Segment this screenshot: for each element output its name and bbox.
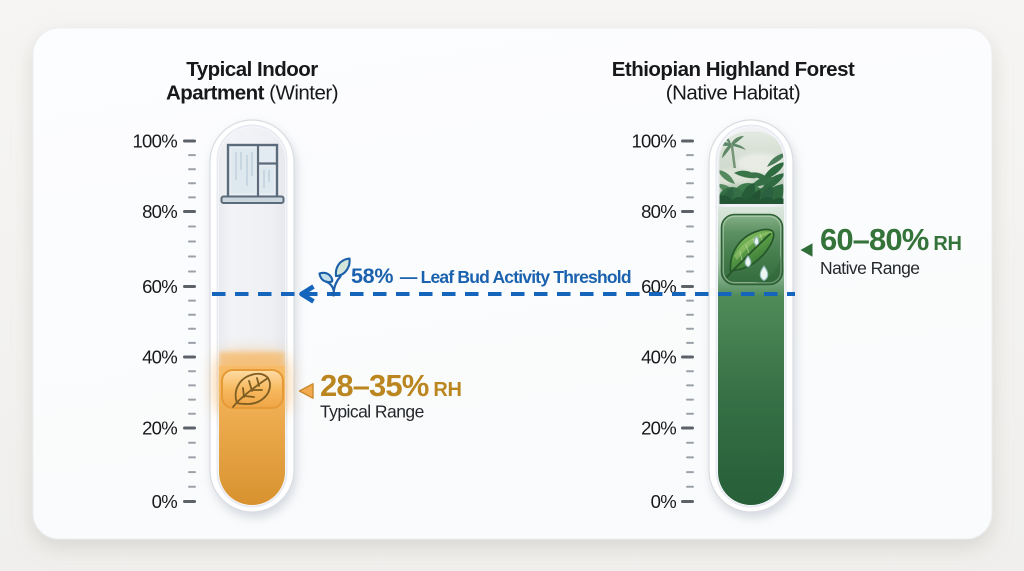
svg-text:0%: 0%	[152, 491, 178, 512]
svg-text:Ethiopian Highland Forest: Ethiopian Highland Forest	[612, 58, 855, 81]
svg-text:100%: 100%	[132, 131, 177, 152]
svg-text:58% — Leaf Bud Activity Thresh: 58% — Leaf Bud Activity Threshold	[351, 264, 631, 288]
svg-text:20%: 20%	[641, 418, 676, 439]
svg-text:80%: 80%	[641, 201, 676, 222]
svg-text:Typical Indoor: Typical Indoor	[186, 58, 318, 81]
svg-text:60%: 60%	[641, 276, 676, 297]
svg-text:40%: 40%	[142, 347, 177, 368]
svg-text:40%: 40%	[641, 347, 676, 368]
svg-text:100%: 100%	[631, 131, 676, 152]
svg-text:0%: 0%	[651, 491, 677, 512]
svg-text:(Native Habitat): (Native Habitat)	[666, 82, 800, 105]
svg-text:60%: 60%	[142, 276, 177, 297]
svg-text:20%: 20%	[142, 418, 177, 439]
svg-text:Apartment (Winter): Apartment (Winter)	[166, 82, 338, 105]
svg-text:80%: 80%	[142, 201, 177, 222]
svg-text:Native Range: Native Range	[820, 258, 919, 278]
svg-text:Typical Range: Typical Range	[320, 402, 424, 422]
